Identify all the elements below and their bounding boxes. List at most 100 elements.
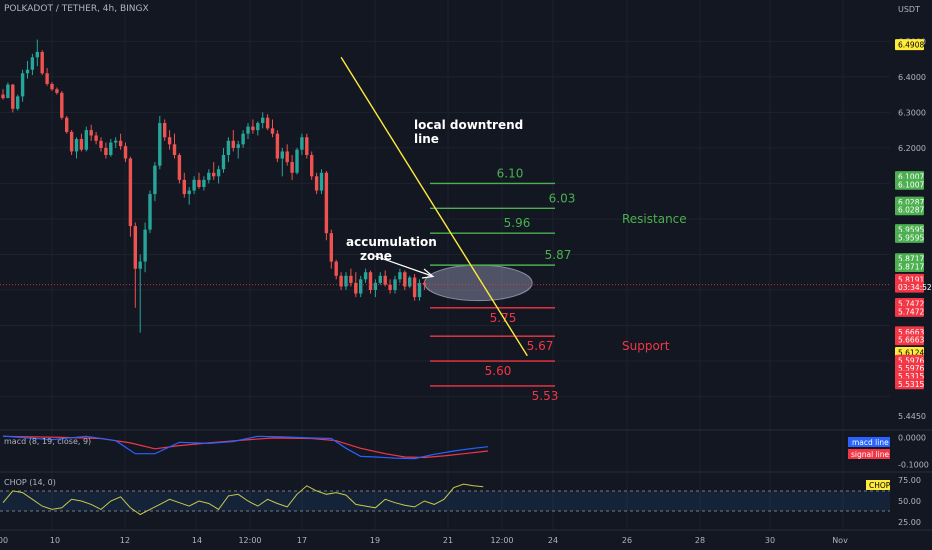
candle bbox=[408, 275, 412, 289]
price-tag bbox=[895, 261, 924, 273]
candle bbox=[403, 270, 407, 290]
candle bbox=[114, 137, 118, 148]
candle bbox=[45, 67, 49, 86]
accumulation-label: accumulation bbox=[346, 235, 437, 249]
resistance-level-label: 5.96 bbox=[504, 216, 531, 230]
candle-body bbox=[383, 275, 387, 285]
macd-label[interactable]: macd (8, 19, close, 9) bbox=[4, 437, 92, 446]
candle-body bbox=[393, 279, 397, 290]
price-tick-label: 6.3000 bbox=[898, 108, 926, 117]
trendline-label: local downtrend bbox=[414, 118, 523, 132]
candle-body bbox=[378, 275, 382, 283]
candle bbox=[118, 133, 123, 150]
candle-body bbox=[275, 133, 280, 159]
candle bbox=[163, 119, 167, 141]
candle bbox=[138, 254, 142, 333]
price-tick-label: 5.4450 bbox=[898, 412, 926, 421]
candle bbox=[275, 130, 280, 163]
candle-body bbox=[55, 89, 59, 93]
candle-body bbox=[398, 272, 402, 280]
candle-body bbox=[128, 158, 133, 227]
candle-body bbox=[192, 179, 196, 191]
candle-body bbox=[1, 94, 5, 99]
currency-label: USDT bbox=[898, 5, 920, 14]
candle-body bbox=[202, 179, 206, 187]
candle-body bbox=[231, 140, 235, 148]
candle-body bbox=[114, 140, 118, 143]
candle bbox=[373, 279, 378, 298]
accumulation-zone bbox=[423, 264, 533, 302]
candle-body bbox=[334, 261, 338, 276]
candle bbox=[99, 137, 103, 152]
price-tag-label: 6.0287 bbox=[898, 198, 924, 207]
price-tag bbox=[895, 305, 924, 317]
candle bbox=[109, 139, 113, 157]
time-tick-label: 21 bbox=[443, 536, 453, 545]
candle-body bbox=[349, 275, 353, 283]
candle bbox=[69, 130, 74, 155]
candle-body bbox=[354, 282, 358, 294]
price-tag bbox=[895, 334, 924, 346]
candle-body bbox=[324, 172, 329, 234]
candle bbox=[16, 94, 20, 111]
chop-label[interactable]: CHOP (14, 0) bbox=[4, 478, 56, 487]
time-tick-label: 12:00 bbox=[490, 536, 513, 545]
signal-legend-badge bbox=[848, 449, 890, 459]
candle-body bbox=[69, 131, 74, 152]
candle-body bbox=[30, 57, 35, 70]
price-tag-label: 5.5315 bbox=[898, 372, 924, 381]
candle-body bbox=[368, 272, 373, 290]
candle bbox=[143, 222, 147, 273]
candle bbox=[290, 155, 294, 180]
time-tick-label: Nov bbox=[832, 536, 848, 545]
candle bbox=[30, 53, 35, 76]
candle bbox=[295, 147, 299, 175]
support-level-label: 5.67 bbox=[527, 339, 554, 353]
candle bbox=[40, 50, 44, 76]
candle bbox=[319, 169, 324, 195]
resistance-level-label: 6.10 bbox=[497, 166, 524, 180]
candle-body bbox=[408, 277, 412, 287]
candle-body bbox=[251, 126, 255, 131]
candle bbox=[94, 131, 98, 145]
time-tick-label: 00 bbox=[0, 536, 8, 545]
time-tick-label: 30 bbox=[765, 536, 775, 545]
candle bbox=[25, 60, 30, 79]
signal-legend-label: signal line bbox=[851, 450, 889, 459]
price-tag bbox=[895, 204, 924, 216]
price-tag-label: 5.8717 bbox=[898, 255, 924, 264]
candle-body bbox=[35, 51, 39, 58]
candle-body bbox=[45, 73, 49, 84]
macd-tick-label: -0.1000 bbox=[898, 461, 929, 470]
candle bbox=[388, 279, 392, 294]
chop-legend-label: CHOP bbox=[869, 481, 891, 490]
support-level-label: 5.53 bbox=[532, 389, 559, 403]
chop-line bbox=[2, 483, 484, 516]
candle bbox=[172, 133, 177, 159]
candle-body bbox=[133, 226, 137, 269]
time-tick-label: 12:00 bbox=[238, 536, 261, 545]
candle-body bbox=[417, 282, 422, 298]
candle-body bbox=[241, 133, 245, 145]
candle-body bbox=[373, 282, 378, 290]
candle-body bbox=[118, 140, 123, 147]
candle-body bbox=[40, 51, 44, 74]
candle bbox=[133, 222, 137, 308]
candle bbox=[55, 87, 59, 95]
candle-body bbox=[359, 279, 363, 294]
candle bbox=[216, 165, 221, 184]
candle-body bbox=[256, 123, 260, 131]
candle-body bbox=[246, 126, 250, 134]
candle bbox=[148, 190, 152, 234]
candle bbox=[182, 172, 186, 198]
candle bbox=[285, 144, 289, 166]
candle bbox=[417, 279, 422, 301]
time-tick-label: 24 bbox=[548, 536, 558, 545]
price-tag-label: 03:34:52 bbox=[898, 283, 932, 292]
price-tag-label: 5.6663 bbox=[898, 336, 924, 345]
candle bbox=[251, 119, 255, 134]
candle-body bbox=[305, 137, 309, 155]
candle bbox=[349, 268, 353, 287]
time-tick-label: 28 bbox=[695, 536, 705, 545]
